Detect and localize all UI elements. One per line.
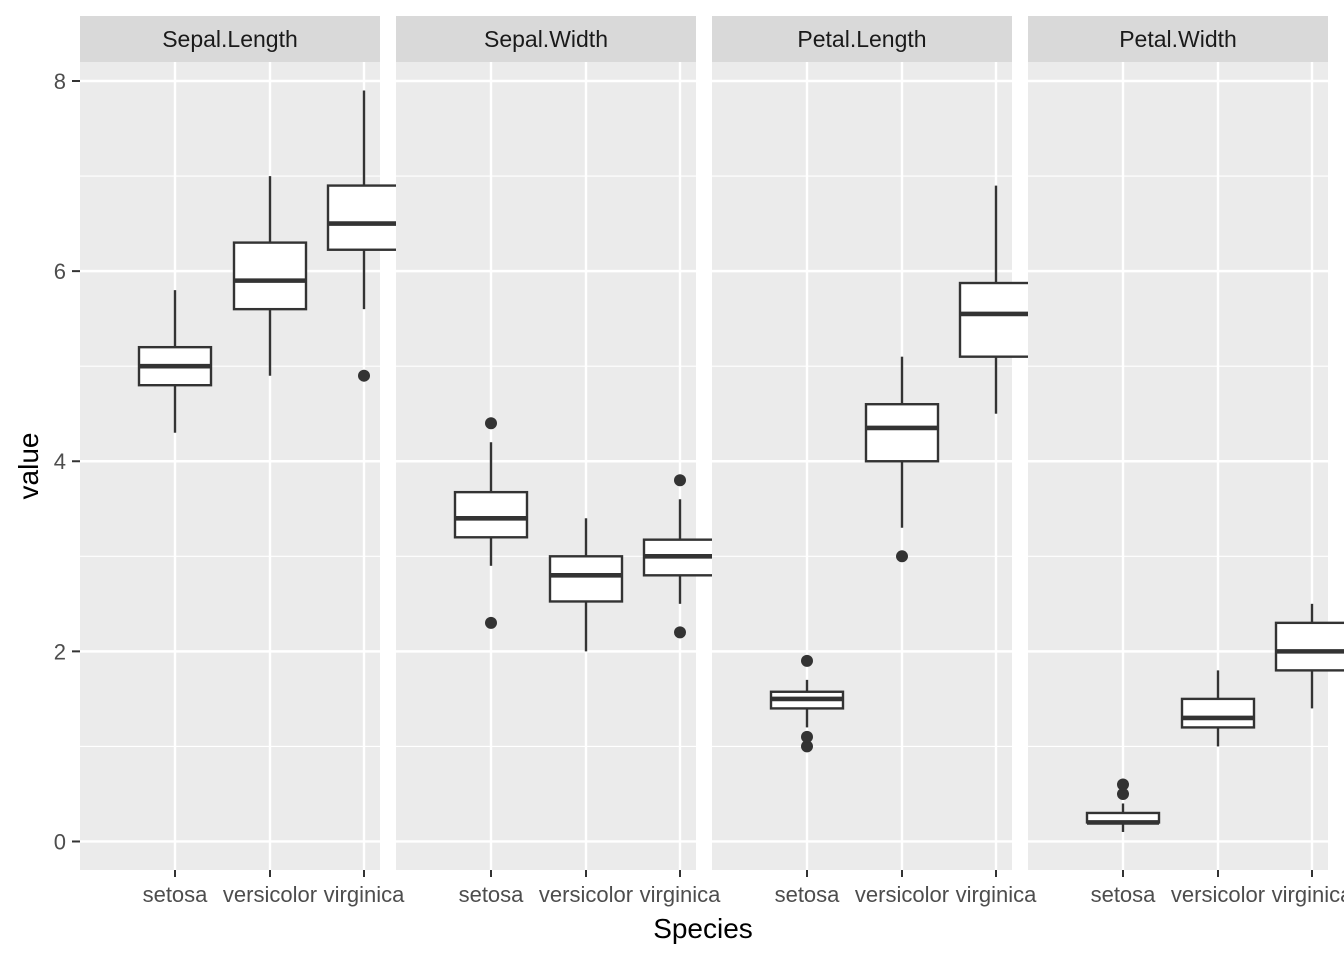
- facet-panel-sepal-length: Sepal.Length setosa versicolor virginica: [80, 16, 405, 907]
- x-tick-label: virginica: [324, 882, 405, 907]
- outlier-point: [485, 616, 497, 629]
- facet-strip: [80, 16, 380, 62]
- x-tick-label: versicolor: [855, 882, 949, 907]
- box-iqr: [548, 555, 624, 603]
- outlier-point: [674, 474, 686, 487]
- box-iqr: [1274, 621, 1344, 672]
- y-tick-label: 6: [54, 259, 66, 284]
- x-tick-label: virginica: [640, 882, 721, 907]
- panel-background: [80, 62, 380, 870]
- x-tick-label: versicolor: [1171, 882, 1265, 907]
- y-tick-label: 2: [54, 639, 66, 664]
- y-tick-label: 8: [54, 69, 66, 94]
- box-setosa: [769, 654, 845, 753]
- panel-background: [396, 62, 696, 870]
- outlier-point: [485, 417, 497, 430]
- outlier-point: [358, 369, 370, 382]
- x-tick-label: versicolor: [223, 882, 317, 907]
- x-axis-title: Species: [653, 913, 753, 944]
- x-tick-label: setosa: [1091, 882, 1157, 907]
- facet-strip: [712, 16, 1012, 62]
- y-tick-label: 0: [54, 829, 66, 854]
- box-setosa: [1085, 778, 1161, 832]
- facet-strip-label: Sepal.Width: [484, 26, 608, 52]
- box-virginica: [958, 185, 1034, 414]
- box-versicolor: [232, 176, 308, 376]
- facet-panel-sepal-width: Sepal.Width setosa versicolor virginica: [396, 16, 721, 907]
- box-virginica: [642, 474, 718, 639]
- box-iqr: [958, 281, 1034, 358]
- box-iqr: [326, 184, 402, 251]
- y-axis: 0 2 4 6 8: [54, 69, 80, 854]
- facet-strip: [1028, 16, 1328, 62]
- box-iqr: [864, 403, 940, 463]
- box-iqr: [453, 490, 529, 539]
- outlier-point: [1117, 787, 1129, 800]
- facet-panel-petal-length: Petal.Length setosa versicolor virginica: [712, 16, 1037, 907]
- x-tick-label: setosa: [143, 882, 209, 907]
- facet-strip: [396, 16, 696, 62]
- y-axis-title: value: [13, 433, 44, 500]
- panel-background: [712, 62, 1012, 870]
- box-versicolor: [1180, 670, 1256, 747]
- box-versicolor: [864, 356, 940, 563]
- facet-panel-petal-width: Petal.Width setosa versicolor virginica: [1028, 16, 1344, 907]
- box-iqr: [1180, 697, 1256, 729]
- x-tick-label: virginica: [1272, 882, 1344, 907]
- box-versicolor: [548, 518, 624, 652]
- y-tick-label: 4: [54, 449, 66, 474]
- box-setosa: [137, 290, 213, 433]
- x-tick-label: versicolor: [539, 882, 633, 907]
- box-virginica: [1274, 603, 1344, 709]
- outlier-point: [801, 740, 813, 753]
- facet-strip-label: Petal.Length: [797, 26, 926, 52]
- box-virginica: [326, 90, 402, 382]
- outlier-point: [896, 550, 908, 563]
- x-tick-label: setosa: [775, 882, 841, 907]
- facet-strip-label: Petal.Width: [1119, 26, 1237, 52]
- facet-strip-label: Sepal.Length: [162, 26, 298, 52]
- outlier-point: [674, 626, 686, 639]
- panel-background: [1028, 62, 1328, 870]
- outlier-point: [1117, 778, 1129, 791]
- outlier-point: [801, 654, 813, 667]
- box-setosa: [453, 417, 529, 629]
- box-iqr: [232, 241, 308, 311]
- x-tick-label: virginica: [956, 882, 1037, 907]
- outlier-point: [801, 730, 813, 743]
- x-tick-label: setosa: [459, 882, 525, 907]
